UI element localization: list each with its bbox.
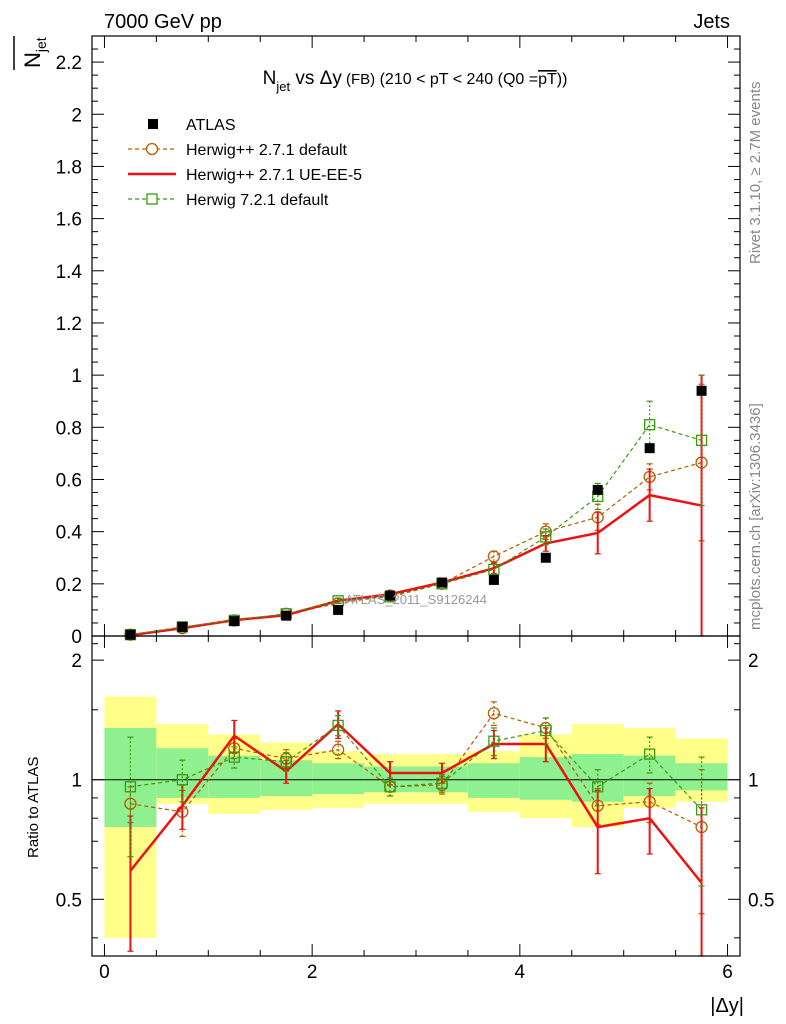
series-line [129,722,703,884]
ratio-panel [92,701,740,957]
square-marker [332,719,344,732]
square-marker [176,774,188,786]
series-line [130,423,702,636]
square-marker [540,724,552,737]
series-herwig7-ratio [124,715,708,887]
watermark-text: ATLAS_2011_S9126244 [345,592,487,607]
square-marker [436,777,448,789]
square-marker [644,748,656,760]
main-ytick-label: 0.4 [56,523,83,544]
axes: 0 0.2 0.4 0.6 0.8 1 1.2 1.4 1.6 1.8 2 2.2 0.5 0.5 1 1 2 2… [56,35,774,983]
side-mcplots-text: mcplots.cern.ch [arXiv:1306.3436] [747,403,764,630]
main-ylabel-sub: jet [33,37,49,53]
ratio-ytick-label-left: 0.5 [56,890,82,911]
main-ytick-label: 0.8 [56,418,82,439]
x-axis-label: |Δy| [710,995,744,1017]
xtick-label: 6 [722,962,733,983]
main-ytick-label: 0.2 [56,575,82,596]
xtick-label: 0 [99,962,110,983]
square-marker [695,434,708,446]
legend-marker [146,193,158,205]
circle-marker [331,743,345,756]
circle-marker [487,707,501,720]
series-line [130,712,702,828]
header-energy-label: 7000 GeV pp [104,11,222,33]
series-line [130,493,702,637]
series-atlas-main [125,385,707,640]
circle-marker [487,550,501,563]
series-line [130,724,703,811]
atlas-data-point [177,621,188,632]
ratio-ytick-label-left: 2 [71,651,82,672]
atlas-data-point [696,385,707,396]
main-ytick-label: 1.8 [56,157,82,178]
band-inner-bin [519,757,572,800]
legend-entry-herwigpp_ueee5: Herwig++ 2.7.1 UE-EE-5 [128,167,362,184]
main-ytick-label: 0 [71,627,82,648]
atlas-data-point [385,590,396,601]
square-marker [384,781,396,793]
square-marker [488,563,500,576]
main-ytick-label: 1.2 [56,314,82,335]
ratio-ylabel: Ratio to ATLAS [25,757,42,858]
atlas-data-point [592,484,603,495]
main-ytick-label: 1 [71,366,82,387]
square-marker [124,781,137,793]
main-ylabel: Njet [20,37,49,68]
xtick-label: 2 [307,962,318,983]
main-panel [124,374,708,641]
main-ytick-label: 2 [71,105,82,126]
square-marker [488,735,500,747]
ratio-ytick-label-right: 1 [748,771,759,792]
ratio-ytick-label-right: 0.5 [748,890,774,911]
square-marker [540,531,552,543]
main-ytick-label: 0.6 [56,470,82,491]
header-jets-label: Jets [693,11,730,33]
ratio-ytick-label-left: 1 [71,771,82,792]
main-ylabel-n: N [20,52,45,68]
legend-entry-herwig7: Herwig 7.2.1 default [128,192,329,209]
xtick-label: 4 [515,962,526,983]
title-pt-overline-text: pT [538,71,557,88]
legend-marker [148,119,158,129]
legend: ATLAS Herwig++ 2.7.1 default Herwig++ 2.7.… [128,117,362,209]
atlas-data-point [540,552,551,563]
atlas-data-point [644,443,655,454]
square-marker [695,804,708,816]
legend-marker [145,142,159,156]
square-marker [592,781,604,793]
legend-label: ATLAS [186,117,236,134]
ratio-uncertainty-bands [104,696,728,938]
atlas-data-point [488,574,499,585]
atlas-data-point [436,577,447,588]
band-inner-bin [467,763,520,798]
plot-title: Njet vs Δy (FB) (210 < pT < 240 (Q0 =pT)… [263,68,568,94]
side-rivet-text: Rivet 3.1.10, ≥ 2.7M events [747,82,764,265]
atlas-data-point [229,616,240,627]
legend-label: Herwig 7.2.1 default [186,192,329,209]
square-marker [644,419,656,431]
band-inner-bin [312,763,365,795]
legend-entry-herwigpp_default: Herwig++ 2.7.1 default [128,142,348,159]
atlas-data-point [333,604,344,615]
legend-entry-atlas: ATLAS [148,117,236,134]
atlas-data-point [281,610,292,621]
ratio-ytick-label-right: 2 [748,651,759,672]
main-ytick-label: 1.4 [56,262,83,283]
svg-text:Njet: Njet [20,37,49,68]
main-ytick-label: 2.2 [56,53,82,74]
square-marker [228,751,240,763]
legend-label: Herwig++ 2.7.1 UE-EE-5 [186,167,362,184]
main-ytick-label: 1.6 [56,210,82,231]
square-marker [280,756,292,768]
atlas-data-point [125,629,136,640]
series-line [130,461,702,636]
legend-label: Herwig++ 2.7.1 default [186,142,348,159]
